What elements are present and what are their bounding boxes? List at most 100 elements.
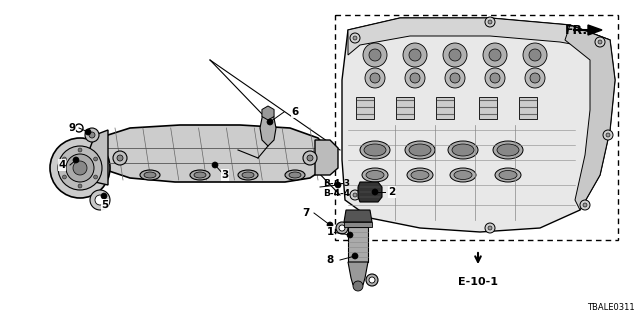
Circle shape: [336, 222, 348, 234]
Circle shape: [369, 49, 381, 61]
Ellipse shape: [405, 141, 435, 159]
Bar: [396, 97, 414, 119]
Circle shape: [335, 182, 341, 188]
Circle shape: [485, 17, 495, 27]
Circle shape: [409, 49, 421, 61]
Circle shape: [485, 68, 505, 88]
Circle shape: [113, 151, 127, 165]
Bar: [479, 97, 497, 119]
Circle shape: [50, 138, 110, 198]
Ellipse shape: [238, 170, 258, 180]
Ellipse shape: [497, 144, 519, 156]
Text: B-4-3: B-4-3: [323, 179, 350, 188]
Ellipse shape: [407, 168, 433, 182]
Polygon shape: [348, 262, 368, 285]
Circle shape: [85, 129, 91, 135]
Circle shape: [595, 37, 605, 47]
Circle shape: [95, 195, 105, 205]
Ellipse shape: [448, 141, 478, 159]
Circle shape: [73, 161, 87, 175]
Circle shape: [580, 200, 590, 210]
Circle shape: [485, 223, 495, 233]
Circle shape: [606, 133, 610, 137]
Ellipse shape: [450, 168, 476, 182]
Circle shape: [483, 43, 507, 67]
Polygon shape: [344, 210, 372, 222]
Text: B-4-4: B-4-4: [323, 188, 350, 197]
Ellipse shape: [499, 171, 517, 180]
Ellipse shape: [366, 171, 384, 180]
Bar: [519, 97, 537, 119]
Ellipse shape: [190, 170, 210, 180]
Circle shape: [369, 277, 375, 283]
Circle shape: [529, 49, 541, 61]
Polygon shape: [348, 18, 610, 55]
Text: 2: 2: [388, 187, 396, 197]
Circle shape: [523, 43, 547, 67]
Circle shape: [403, 43, 427, 67]
Text: 3: 3: [221, 170, 228, 180]
Circle shape: [58, 146, 102, 190]
Polygon shape: [90, 125, 328, 182]
Circle shape: [372, 189, 378, 195]
Circle shape: [443, 43, 467, 67]
Circle shape: [267, 119, 273, 125]
Text: TBALE0311: TBALE0311: [588, 303, 635, 312]
Ellipse shape: [495, 168, 521, 182]
Circle shape: [93, 175, 97, 179]
Polygon shape: [588, 25, 602, 35]
Circle shape: [370, 73, 380, 83]
Circle shape: [73, 157, 79, 163]
Ellipse shape: [411, 171, 429, 180]
Text: 8: 8: [326, 255, 333, 265]
Text: FR.: FR.: [565, 23, 588, 36]
Circle shape: [101, 193, 107, 199]
Polygon shape: [85, 130, 108, 185]
Polygon shape: [342, 18, 615, 232]
Ellipse shape: [242, 172, 254, 178]
Ellipse shape: [360, 141, 390, 159]
Circle shape: [410, 73, 420, 83]
Polygon shape: [315, 140, 338, 175]
Circle shape: [353, 36, 357, 40]
Circle shape: [85, 128, 99, 142]
Ellipse shape: [409, 144, 431, 156]
Text: E-10-1: E-10-1: [458, 277, 498, 287]
Polygon shape: [565, 25, 615, 210]
Bar: [436, 97, 454, 119]
Circle shape: [63, 175, 67, 179]
Circle shape: [75, 124, 83, 132]
Circle shape: [339, 225, 345, 231]
Polygon shape: [260, 113, 276, 146]
Circle shape: [212, 162, 218, 168]
Ellipse shape: [289, 172, 301, 178]
Circle shape: [450, 73, 460, 83]
Bar: [335, 15, 618, 240]
Circle shape: [93, 157, 97, 161]
Text: 1: 1: [326, 227, 333, 237]
Text: 5: 5: [101, 200, 109, 210]
Circle shape: [405, 68, 425, 88]
Circle shape: [90, 190, 110, 210]
Circle shape: [603, 130, 613, 140]
Text: 7: 7: [302, 208, 310, 218]
Text: 6: 6: [291, 107, 299, 117]
Bar: [348, 227, 368, 262]
Circle shape: [445, 68, 465, 88]
Ellipse shape: [362, 168, 388, 182]
Ellipse shape: [285, 170, 305, 180]
Circle shape: [66, 154, 94, 182]
Circle shape: [488, 20, 492, 24]
Text: 4: 4: [58, 160, 66, 170]
Circle shape: [353, 193, 357, 197]
Circle shape: [530, 73, 540, 83]
Circle shape: [598, 40, 602, 44]
Circle shape: [303, 151, 317, 165]
Circle shape: [365, 68, 385, 88]
Polygon shape: [358, 182, 382, 202]
Circle shape: [490, 73, 500, 83]
Bar: [356, 97, 374, 119]
Ellipse shape: [364, 144, 386, 156]
Circle shape: [78, 148, 82, 152]
Circle shape: [307, 155, 313, 161]
